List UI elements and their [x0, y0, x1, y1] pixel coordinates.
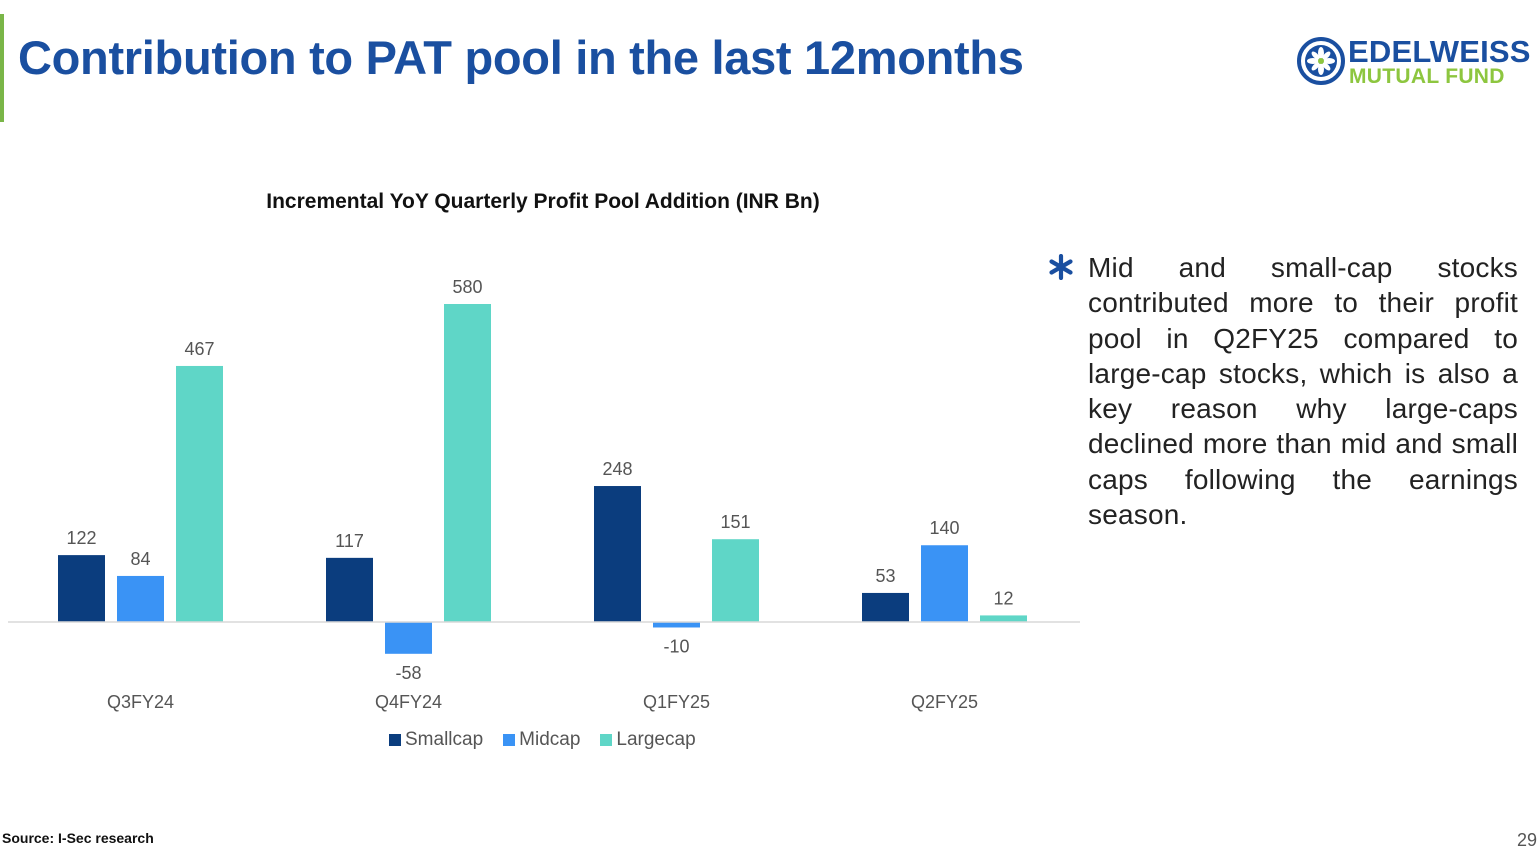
labels-layer: 122 84 467 Q3FY24 117 -58 580 Q4FY24 248 -10 151 Q1…: [66, 277, 1013, 712]
bar-largecap-q2fy25: [980, 615, 1027, 622]
bar-smallcap-q1fy25: [594, 486, 641, 622]
data-label-largecap-q2fy25: 12: [993, 588, 1013, 608]
category-label-q1fy25: Q1FY25: [643, 692, 710, 712]
legend-swatch-smallcap: [389, 734, 401, 746]
data-label-smallcap-q1fy25: 248: [602, 459, 632, 479]
bars-layer: [58, 304, 1027, 654]
data-label-smallcap-q4fy24: 117: [335, 531, 364, 551]
bar-smallcap-q4fy24: [326, 557, 373, 622]
edelweiss-flower-icon: [1297, 37, 1345, 85]
bar-smallcap-q2fy25: [862, 592, 909, 622]
data-label-largecap-q4fy24: 580: [452, 277, 482, 297]
legend-item-midcap: Midcap: [503, 729, 580, 751]
edelweiss-logo: EDELWEISS MUTUAL FUND: [1296, 34, 1539, 90]
bar-chart: 122 84 467 Q3FY24 117 -58 580 Q4FY24 248 -10 151 Q1…: [8, 277, 1080, 712]
data-label-midcap-q3fy24: 84: [130, 549, 150, 569]
asterisk-icon: [1049, 254, 1073, 280]
data-label-midcap-q1fy25: -10: [663, 636, 689, 656]
bar-midcap-q3fy24: [117, 575, 164, 622]
bar-smallcap-q3fy24: [58, 555, 105, 622]
bar-largecap-q4fy24: [444, 304, 491, 622]
source-note: Source: I-Sec research: [2, 830, 154, 846]
legend-item-smallcap: Smallcap: [389, 729, 483, 751]
bar-midcap-q4fy24: [385, 622, 432, 654]
data-label-largecap-q1fy25: 151: [720, 512, 750, 532]
bar-largecap-q3fy24: [176, 365, 223, 622]
chart-legend: Smallcap Midcap Largecap: [389, 729, 696, 751]
legend-swatch-midcap: [503, 734, 516, 746]
data-label-smallcap-q3fy24: 122: [66, 528, 96, 548]
page-title: Contribution to PAT pool in the last 12m…: [18, 31, 1024, 84]
page-number: 29: [1516, 830, 1537, 850]
commentary-text: Mid and small-cap stocks contributed mor…: [1088, 252, 1518, 531]
category-label-q4fy24: Q4FY24: [375, 692, 442, 712]
logo-text-brand: EDELWEISS: [1348, 34, 1531, 69]
legend-label-midcap: Midcap: [519, 729, 581, 750]
title-accent-bar: [0, 14, 4, 122]
bar-midcap-q2fy25: [921, 545, 968, 622]
data-label-largecap-q3fy24: 467: [184, 339, 214, 359]
data-label-midcap-q4fy24: -58: [395, 663, 421, 683]
bar-midcap-q1fy25: [653, 622, 700, 628]
chart-title: Incremental YoY Quarterly Profit Pool Ad…: [266, 190, 820, 213]
legend-swatch-largecap: [600, 734, 613, 746]
legend-item-largecap: Largecap: [600, 729, 696, 751]
legend-label-largecap: Largecap: [616, 729, 696, 750]
category-label-q3fy24: Q3FY24: [107, 692, 174, 712]
logo-text-subtitle: MUTUAL FUND: [1349, 65, 1505, 88]
data-label-smallcap-q2fy25: 53: [875, 566, 895, 586]
bar-largecap-q1fy25: [712, 539, 759, 622]
commentary-bullet: Mid and small-cap stocks contributed mor…: [1048, 250, 1518, 532]
legend-label-smallcap: Smallcap: [405, 729, 484, 750]
category-label-q2fy25: Q2FY25: [911, 692, 978, 712]
data-label-midcap-q2fy25: 140: [929, 518, 959, 538]
